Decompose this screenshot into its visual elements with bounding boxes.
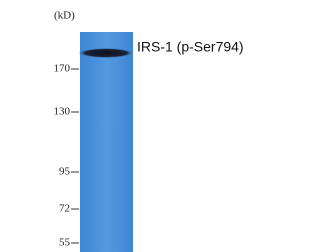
page: {"unit_label": "(kD)", "markers": ["170"… — [0, 0, 244, 252]
western-blot: (kD) IRS-1 (p-Ser794) 170 130 95 72 55 — [0, 0, 244, 252]
band — [78, 48, 134, 58]
unit-label: (kD) — [54, 10, 75, 22]
marker-ladder: 170 130 95 72 55 — [54, 63, 80, 249]
marker-label: 55 — [59, 237, 71, 249]
lane — [80, 32, 133, 252]
marker-label: 170 — [54, 63, 71, 75]
marker-label: 130 — [54, 106, 71, 118]
marker-label: 95 — [59, 166, 71, 178]
band-label: IRS-1 (p-Ser794) — [137, 39, 244, 55]
marker-label: 72 — [59, 203, 70, 215]
